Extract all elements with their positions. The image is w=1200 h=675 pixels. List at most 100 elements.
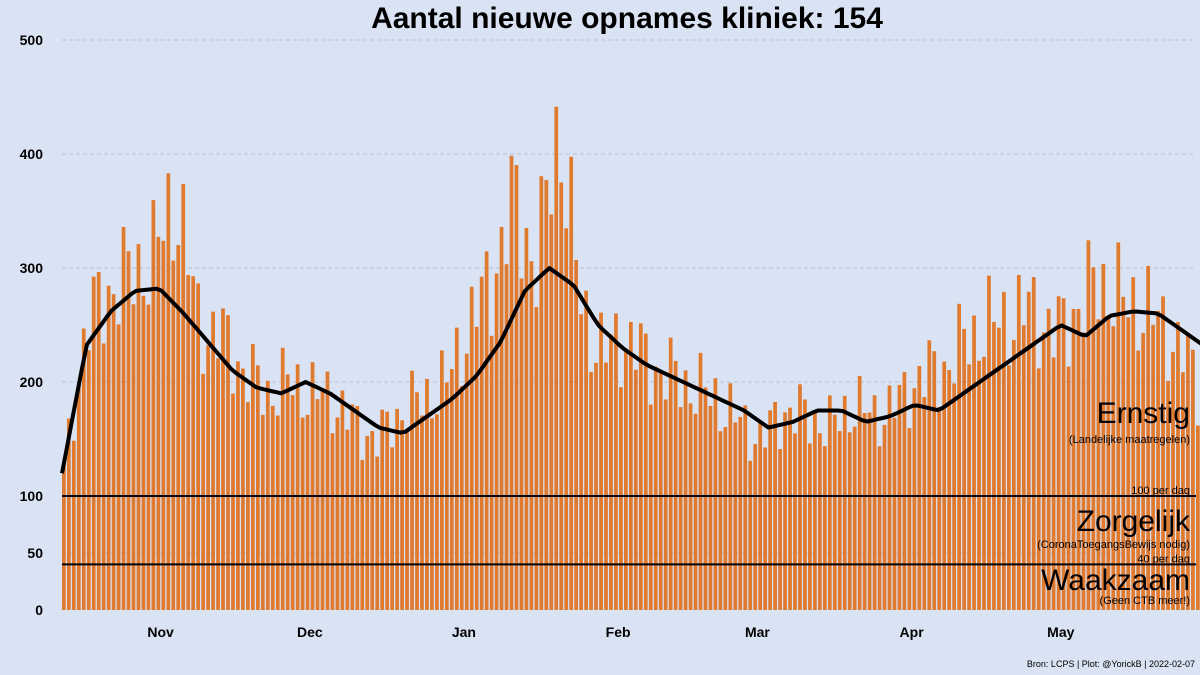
bar xyxy=(534,306,539,610)
bar xyxy=(589,371,593,610)
bar xyxy=(126,251,131,610)
x-tick-label: Jan xyxy=(452,624,476,640)
bar xyxy=(96,271,101,610)
bar xyxy=(400,420,404,610)
bar xyxy=(1031,277,1036,610)
bar xyxy=(614,313,618,610)
bar xyxy=(315,399,320,610)
y-tick-label: 0 xyxy=(35,602,43,618)
bar xyxy=(967,364,971,610)
bar xyxy=(236,361,240,610)
bar xyxy=(872,395,877,610)
bar xyxy=(305,414,310,610)
bar xyxy=(788,407,792,610)
bar xyxy=(822,446,827,610)
bar xyxy=(395,408,399,610)
bar xyxy=(504,264,509,610)
bar xyxy=(201,373,205,610)
bar xyxy=(1036,368,1041,610)
bar xyxy=(241,368,245,610)
bar xyxy=(768,410,772,610)
bar xyxy=(440,350,444,610)
bar xyxy=(783,412,787,610)
bar xyxy=(345,429,350,610)
bar xyxy=(1176,321,1180,610)
bar xyxy=(295,364,300,610)
bar xyxy=(942,361,947,610)
bar xyxy=(1186,334,1190,610)
bar xyxy=(1076,308,1081,610)
bar xyxy=(91,276,96,610)
bar xyxy=(708,405,713,610)
zone-label-waakzaam: Waakzaam xyxy=(1041,564,1190,597)
bar xyxy=(529,261,534,610)
bar xyxy=(1096,319,1101,610)
bar xyxy=(643,333,648,610)
bar xyxy=(827,395,832,610)
moving-average-line xyxy=(60,266,1200,474)
bar xyxy=(738,416,743,610)
bar xyxy=(246,402,250,610)
bar xyxy=(121,227,126,610)
bar xyxy=(454,327,459,610)
bar xyxy=(668,337,673,610)
bar xyxy=(723,427,728,610)
bar xyxy=(862,413,867,610)
bar xyxy=(360,459,365,610)
bar xyxy=(1116,242,1121,610)
bar xyxy=(778,449,782,610)
bar xyxy=(330,433,335,610)
bar xyxy=(703,387,708,610)
bar xyxy=(494,273,499,610)
bar xyxy=(405,432,409,610)
bar xyxy=(1056,296,1061,610)
bar xyxy=(629,321,633,610)
bar xyxy=(1071,308,1076,610)
bar xyxy=(116,324,121,610)
bar xyxy=(972,315,976,610)
bar xyxy=(619,387,623,610)
bar xyxy=(106,285,111,610)
bar xyxy=(594,362,598,610)
bar xyxy=(937,407,942,610)
bar xyxy=(231,393,235,610)
bar xyxy=(206,345,210,610)
bar xyxy=(803,399,807,610)
bar xyxy=(151,200,156,610)
bar xyxy=(683,370,688,610)
bar xyxy=(584,290,588,610)
bar xyxy=(962,328,966,610)
bar xyxy=(633,369,638,610)
bar xyxy=(609,334,613,610)
bar xyxy=(982,356,986,610)
bar xyxy=(1101,263,1106,610)
bar xyxy=(753,444,758,610)
x-tick-label: May xyxy=(1047,624,1074,640)
bar xyxy=(251,343,255,610)
bar xyxy=(255,365,260,610)
bar xyxy=(141,295,146,610)
y-tick-label: 400 xyxy=(20,146,44,162)
bar xyxy=(415,392,419,610)
threshold-label: 100 per dag xyxy=(1131,485,1190,497)
bar xyxy=(449,368,454,610)
bar xyxy=(1051,357,1056,610)
bar xyxy=(798,384,802,610)
bar xyxy=(773,401,777,610)
source-footer: Bron: LCPS | Plot: @YorickB | 2022-02-07 xyxy=(1027,659,1195,669)
bar xyxy=(653,366,658,610)
bar xyxy=(574,259,579,610)
bar xyxy=(902,372,907,610)
zone-note-ernstig: (Landelijke maatregelen) xyxy=(1069,434,1190,446)
bar xyxy=(1191,349,1195,610)
y-axis-ticks: 0 50 100 200 300 400 500 xyxy=(20,32,44,618)
bar xyxy=(638,323,643,610)
bar xyxy=(688,403,693,610)
bar xyxy=(430,418,434,610)
chart-title: Aantal nieuwe opnames kliniek: 154 xyxy=(371,2,883,35)
bar xyxy=(280,347,285,610)
bar xyxy=(1081,332,1086,610)
bar xyxy=(1061,298,1066,610)
bar xyxy=(877,446,882,610)
bar xyxy=(1002,291,1006,610)
